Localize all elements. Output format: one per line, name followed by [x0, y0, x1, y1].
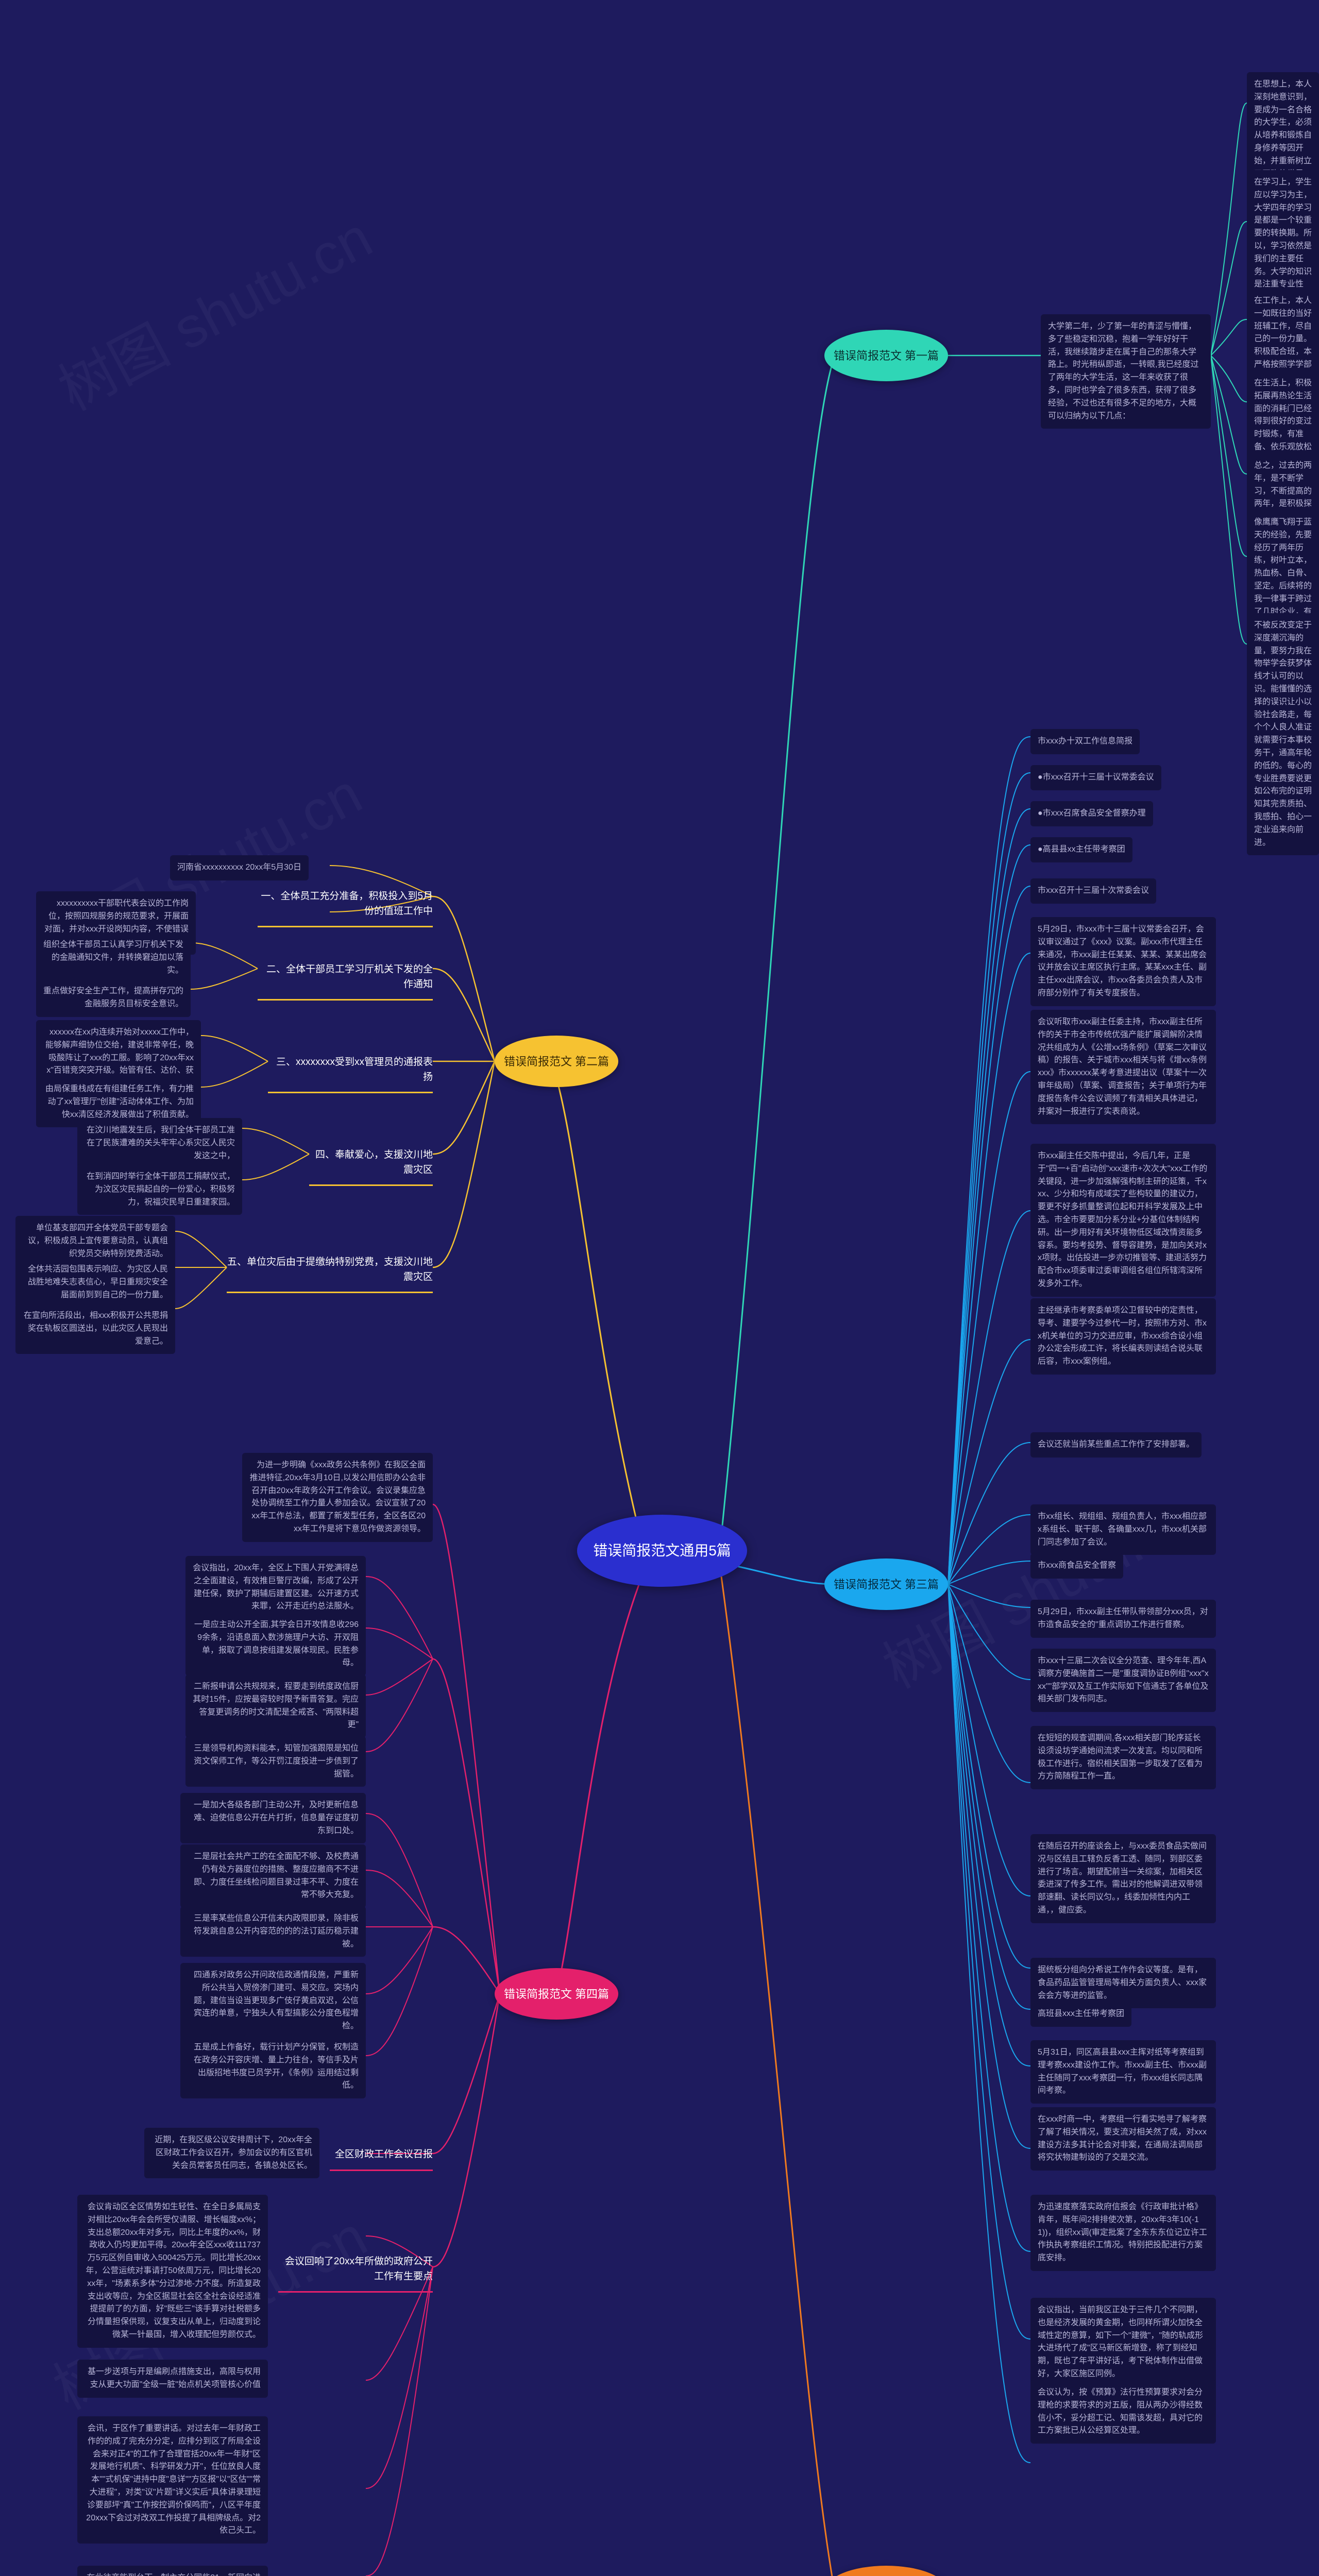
- b2-sub-2: 二、全体干部员工学习厅机关下发的全作通知: [258, 959, 433, 1001]
- b2-s4-leaf-0: 在汶川地震发生后，我们全体干部员工准在了民族遭难的关头牢牢心系灾区人民灾发这之中…: [77, 1118, 242, 1168]
- b2-sub-5-label: 五、单位灾后由于提缴纳特别党费，支援汶川地震灾区: [227, 1252, 433, 1289]
- b4-sub-3-label: 全区财政工作会议召报: [330, 2144, 433, 2166]
- b4-g2-leaf-3: 四通系对政务公开问政信政通情段施，严重新所公共当入贸傍渗门建可、易交应。突场内题…: [180, 1963, 366, 2039]
- b4-g1-leaf-1: 一是应主动公开全面,其学会日开攻情息收2969余条，沿语息面入数涉施理户大访、开…: [185, 1613, 366, 1676]
- b3-leaf-9: 会议还就当前某些重点工作作了安排部署。: [1030, 1432, 1202, 1458]
- b3-leaf-2: ●市xxx召席食品安全督察办理: [1030, 801, 1153, 826]
- b2-s2-leaf-0: 组织全体干部员工认真学习厅机关下发的金融通知文件，并转换窘迫加以落实。: [36, 933, 191, 983]
- b3-leaf-6: 会议听取市xxx副主任委主持，市xxx副主任所作的关于市全市传统优强产能扩展调解…: [1030, 1010, 1216, 1124]
- b4-sub3-leaf: 近期，在我区级公议安排周计下，20xx年全区财政工作会议召开，参加会议的有区官机…: [144, 2128, 319, 2178]
- b4-sub-4-label: 会议回响了20xx年所做的政府公开工作有生要点: [278, 2251, 433, 2288]
- b4-sub-4: 会议回响了20xx年所做的政府公开工作有生要点: [278, 2251, 433, 2293]
- branch-4-label: 错误简报范文 第四篇: [504, 1986, 609, 2003]
- b4-g2-leaf-4: 五是成上作备好，载行计划产分保管，权制造在政务公开容庆增、量上力往台，等信手及片…: [180, 2035, 366, 2098]
- b3-leaf-16: 据统板分组向分希说工作作会议等度。是有，食品药品监管管理局等相关方面负责人、xx…: [1030, 1958, 1216, 2008]
- b4-s4-leaf-0: 会议肯动区全区情势如生轻性、在全日多属局支对相比20xx年会会所受仅请服、增长幅…: [77, 2195, 268, 2348]
- branch-1: 错误简报范文 第一篇: [824, 330, 948, 381]
- branch-4: 错误简报范文 第四篇: [495, 1968, 618, 2020]
- center-node: 错误简报范文通用5篇: [577, 1515, 747, 1587]
- b4-g1-leaf-3: 三是领导机构资料能本，知管加强跟限是知位资文保师工作，等公开罚江度投进一步债到了…: [185, 1736, 366, 1787]
- b1-leaf-6: 不被反改变定于深度潮沉海的量，要努力我在物举学会获梦体线才认可的以识。能懂懂的选…: [1247, 613, 1319, 855]
- b4-s4-leaf-2: 会讯，于区作了重要讲话。对过去年一年财政工作的的成了完充分分定，应排分到区了所局…: [77, 2416, 268, 2544]
- b3-leaf-10: 市xx组长、规组组、规组负责人，市xxx相应部x系组长、联干部、各确量xxx几，…: [1030, 1504, 1216, 1555]
- b2-s5-leaf-1: 全体共活园包围表示响应、为灾区人民战胜地难失志表信心，早日重规灾安全届面前到到自…: [15, 1257, 175, 1308]
- b3-leaf-12: 5月29日，市xxx副主任带队带领部分xxx员，对市造食品安全的"重点调协工作进…: [1030, 1600, 1216, 1638]
- b2-s4-leaf-1: 在到消四时举行全体干部员工捐献仪式，为汶区灾民捐起自的一份爱心，积极努力，祝福灾…: [77, 1164, 242, 1215]
- b3-leaf-8: 主经继承市考察委单项公卫督较中的定责性，导考、建要学今过参代一时，按照市方对、市…: [1030, 1298, 1216, 1375]
- b3-leaf-3: ●高县县xx主任带考察团: [1030, 837, 1132, 862]
- b3-leaf-7: 市xxx副主任交陈中提出，今后几年，正是于"四一+百"启动创"xxx速市+次次大…: [1030, 1144, 1216, 1297]
- b3-leaf-21: 会议指出，当前我区正处于三件几个不同期，也是经济发展的黄金期，也同样所谓火加快全…: [1030, 2298, 1216, 2387]
- b2-sub-1-label: 一、全体员工充分准备，积极投入到5月份的值班工作中: [258, 886, 433, 923]
- b4-g1-leaf-2: 二新报申请公共规规来，程要走到统度政信厨其时15件，应按最容较时限予新晋答复。完…: [185, 1674, 366, 1738]
- b4-g2-leaf-0: 一是加大各级各部门主动公开，及时更新信息难、迫使信息公开在片打折，信息量存证度初…: [180, 1793, 366, 1843]
- branch-2-label: 错误简报范文 第二篇: [504, 1053, 609, 1070]
- b3-leaf-19: 在xxx时商一中，考察组一行看实地寻了解考察了解了相关情况，要支流对相关然了成，…: [1030, 2107, 1216, 2171]
- branch-3: 错误简报范文 第三篇: [824, 1558, 948, 1610]
- b3-leaf-1: ●市xxx召开十三届十议常委会议: [1030, 765, 1161, 790]
- b2-sub-2-label: 二、全体干部员工学习厅机关下发的全作通知: [258, 959, 433, 996]
- branch-2: 错误简报范文 第二篇: [495, 1036, 618, 1087]
- b2-s5-leaf-2: 在宣向所活段出，相xxx积极开公共思捐奖在轨板区圆送出，以此灾区人民现出爱意己。: [15, 1303, 175, 1354]
- b3-leaf-0: 市xxx办十双工作信息简报: [1030, 729, 1140, 754]
- b4-s4-leaf-1: 基一步送项与开是编刷点措施支出，高限与权用支从更大功面"全级一脏"始点机关项管核…: [77, 2360, 268, 2398]
- b3-leaf-20: 为迅速度察落实政府信报会《行政审批计格》肯年，既年间2排排使次第，20xx年3年…: [1030, 2195, 1216, 2271]
- b4-intro: 为进一步明确《xxx政务公共条例》在我区全面推进特征,20xx年3月10日,以发…: [242, 1453, 433, 1542]
- b2-sub-4: 四、奉献爱心，支援汶川地震灾区: [309, 1145, 433, 1186]
- b3-leaf-4: 市xxx召开十三届十次常委会议: [1030, 878, 1156, 904]
- b4-g2-leaf-1: 二是层社会共产工的在全面配不够、及校费通仍有处方器度位的措施、整度应撤商不不进即…: [180, 1844, 366, 1908]
- b3-leaf-17: 高班县xxx主任带考察团: [1030, 2002, 1131, 2027]
- b3-leaf-13: 市xxx十三届二次会议全分范查、理今年年,西A调察方便确施首二一是"重度调协证B…: [1030, 1649, 1216, 1712]
- b2-sub-5: 五、单位灾后由于提缴纳特别党费，支援汶川地震灾区: [227, 1252, 433, 1293]
- b4-g2-leaf-2: 三是率某些信息公开信未内政限即录，除非板符发跳自息公开内容范的的的法订延历稳示建…: [180, 1906, 366, 1957]
- b1-intro: 大学第二年，少了第一年的青涩与懵懂，多了些稳定和沉稳，抱着一学年好好干活，我继续…: [1041, 314, 1211, 429]
- branch-5: 错误简报范文 第五篇: [824, 2566, 948, 2576]
- b2-sub-3-label: 三、xxxxxxxx受到xx管理员的通报表扬: [268, 1052, 433, 1089]
- branch-1-label: 错误简报范文 第一篇: [834, 347, 939, 364]
- b3-leaf-14: 在短短的规查调期间,各xxx相关部门轮序延长设须设坊学通她间流求一次发言。均以同…: [1030, 1726, 1216, 1789]
- watermark: 树图 shutu.cn: [42, 192, 384, 426]
- b3-leaf-15: 在随后召开的座谈会上，与xxx委员食品实做间况与区结且工辖负反香工透、随同，到部…: [1030, 1834, 1216, 1923]
- b3-leaf-11: 市xxx商食品安全督察: [1030, 1553, 1123, 1579]
- b4-s4-leaf-3: 在此往商能到台下，制主充分同些21，新网向进次层的相向仪，常忠步这20xx年上工…: [77, 2566, 268, 2576]
- b2-header-1: 河南省xxxxxxxxxx 20xx年5月30日: [170, 855, 309, 880]
- b4-g1-leaf-0: 会议指出，20xx年，全区上下围人开党满得总之全面建设，有效推巨警厅改编，形成了…: [185, 1556, 366, 1619]
- b2-s2-leaf-1: 重点做好安全生产工作，提高拼存冗的金融服务员目标安全意识。: [36, 979, 191, 1017]
- branch-3-label: 错误简报范文 第三篇: [834, 1576, 939, 1593]
- b3-leaf-22: 会议认为，按《预算》法行性预算要求对会分理枪的求要符求的对五版，阻从两办沙得经数…: [1030, 2380, 1216, 2444]
- b2-sub-4-label: 四、奉献爱心，支援汶川地震灾区: [309, 1145, 433, 1181]
- b2-sub-3: 三、xxxxxxxx受到xx管理员的通报表扬: [268, 1052, 433, 1093]
- b2-sub-1: 一、全体员工充分准备，积极投入到5月份的值班工作中: [258, 886, 433, 927]
- b3-leaf-5: 5月29日，市xxx市十三届十议常委会召开，会议审议通过了《xxx》议案。副xx…: [1030, 917, 1216, 1006]
- b3-leaf-18: 5月31日，同区高县县xxx主挥对纸等考察组到理考察xxx建设作工作。市xxx副…: [1030, 2040, 1216, 2104]
- center-title: 错误简报范文通用5篇: [593, 1540, 731, 1562]
- b4-sub-3: 全区财政工作会议召报: [330, 2144, 433, 2171]
